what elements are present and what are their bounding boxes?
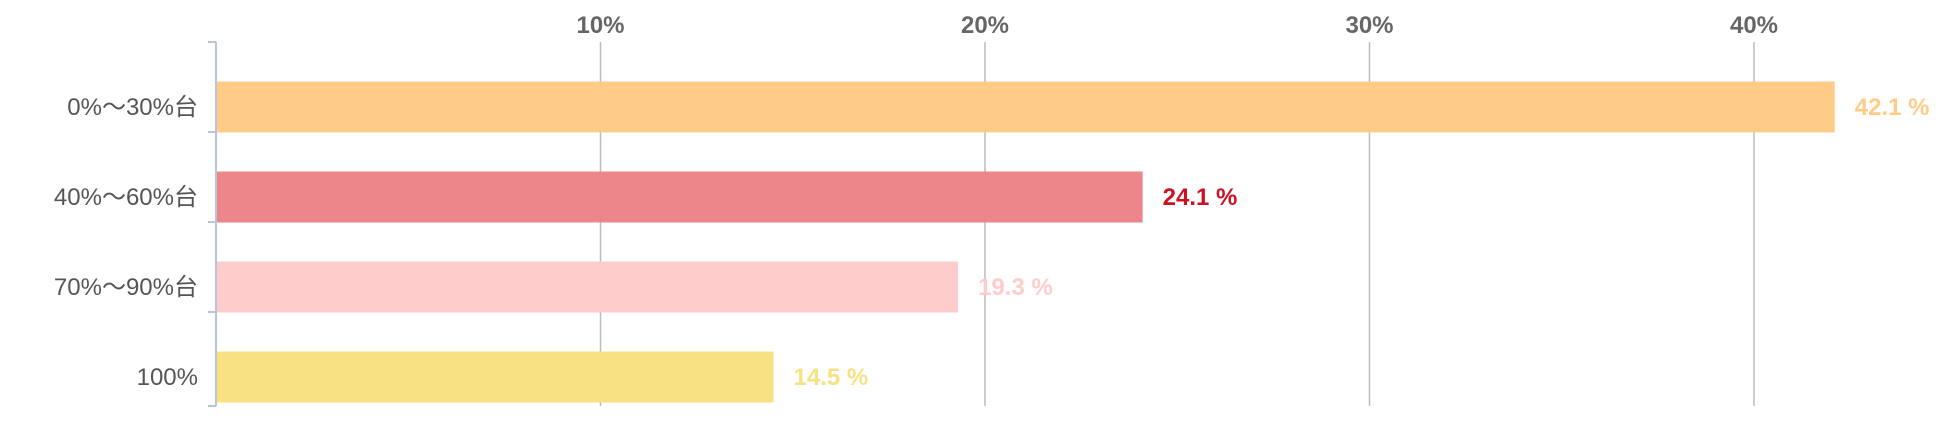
value-label: 24.1 % [1163, 184, 1238, 211]
category-label: 70%〜90%台 [54, 274, 198, 301]
x-tick-label: 30% [1345, 12, 1393, 39]
x-tick-label: 40% [1730, 12, 1778, 39]
bar [216, 351, 774, 403]
category-label: 100% [137, 364, 198, 391]
value-label: 14.5 % [794, 364, 869, 391]
x-tick-labels: 10% 20% 30% 40% [576, 12, 1778, 39]
value-label: 19.3 % [978, 274, 1053, 301]
value-label: 42.1 % [1855, 94, 1930, 121]
x-tick-label: 20% [961, 12, 1009, 39]
bar [216, 261, 959, 313]
x-tick-label: 10% [576, 12, 624, 39]
bars [216, 81, 1835, 403]
category-labels: 0%〜30%台 40%〜60%台 70%〜90%台 100% [54, 94, 198, 391]
value-labels: 42.1 % 24.1 % 19.3 % 14.5 % [794, 94, 1930, 391]
category-label: 0%〜30%台 [67, 94, 198, 121]
category-label: 40%〜60%台 [54, 184, 198, 211]
y-axis [208, 41, 217, 407]
bar [216, 81, 1835, 133]
bar [216, 171, 1143, 223]
